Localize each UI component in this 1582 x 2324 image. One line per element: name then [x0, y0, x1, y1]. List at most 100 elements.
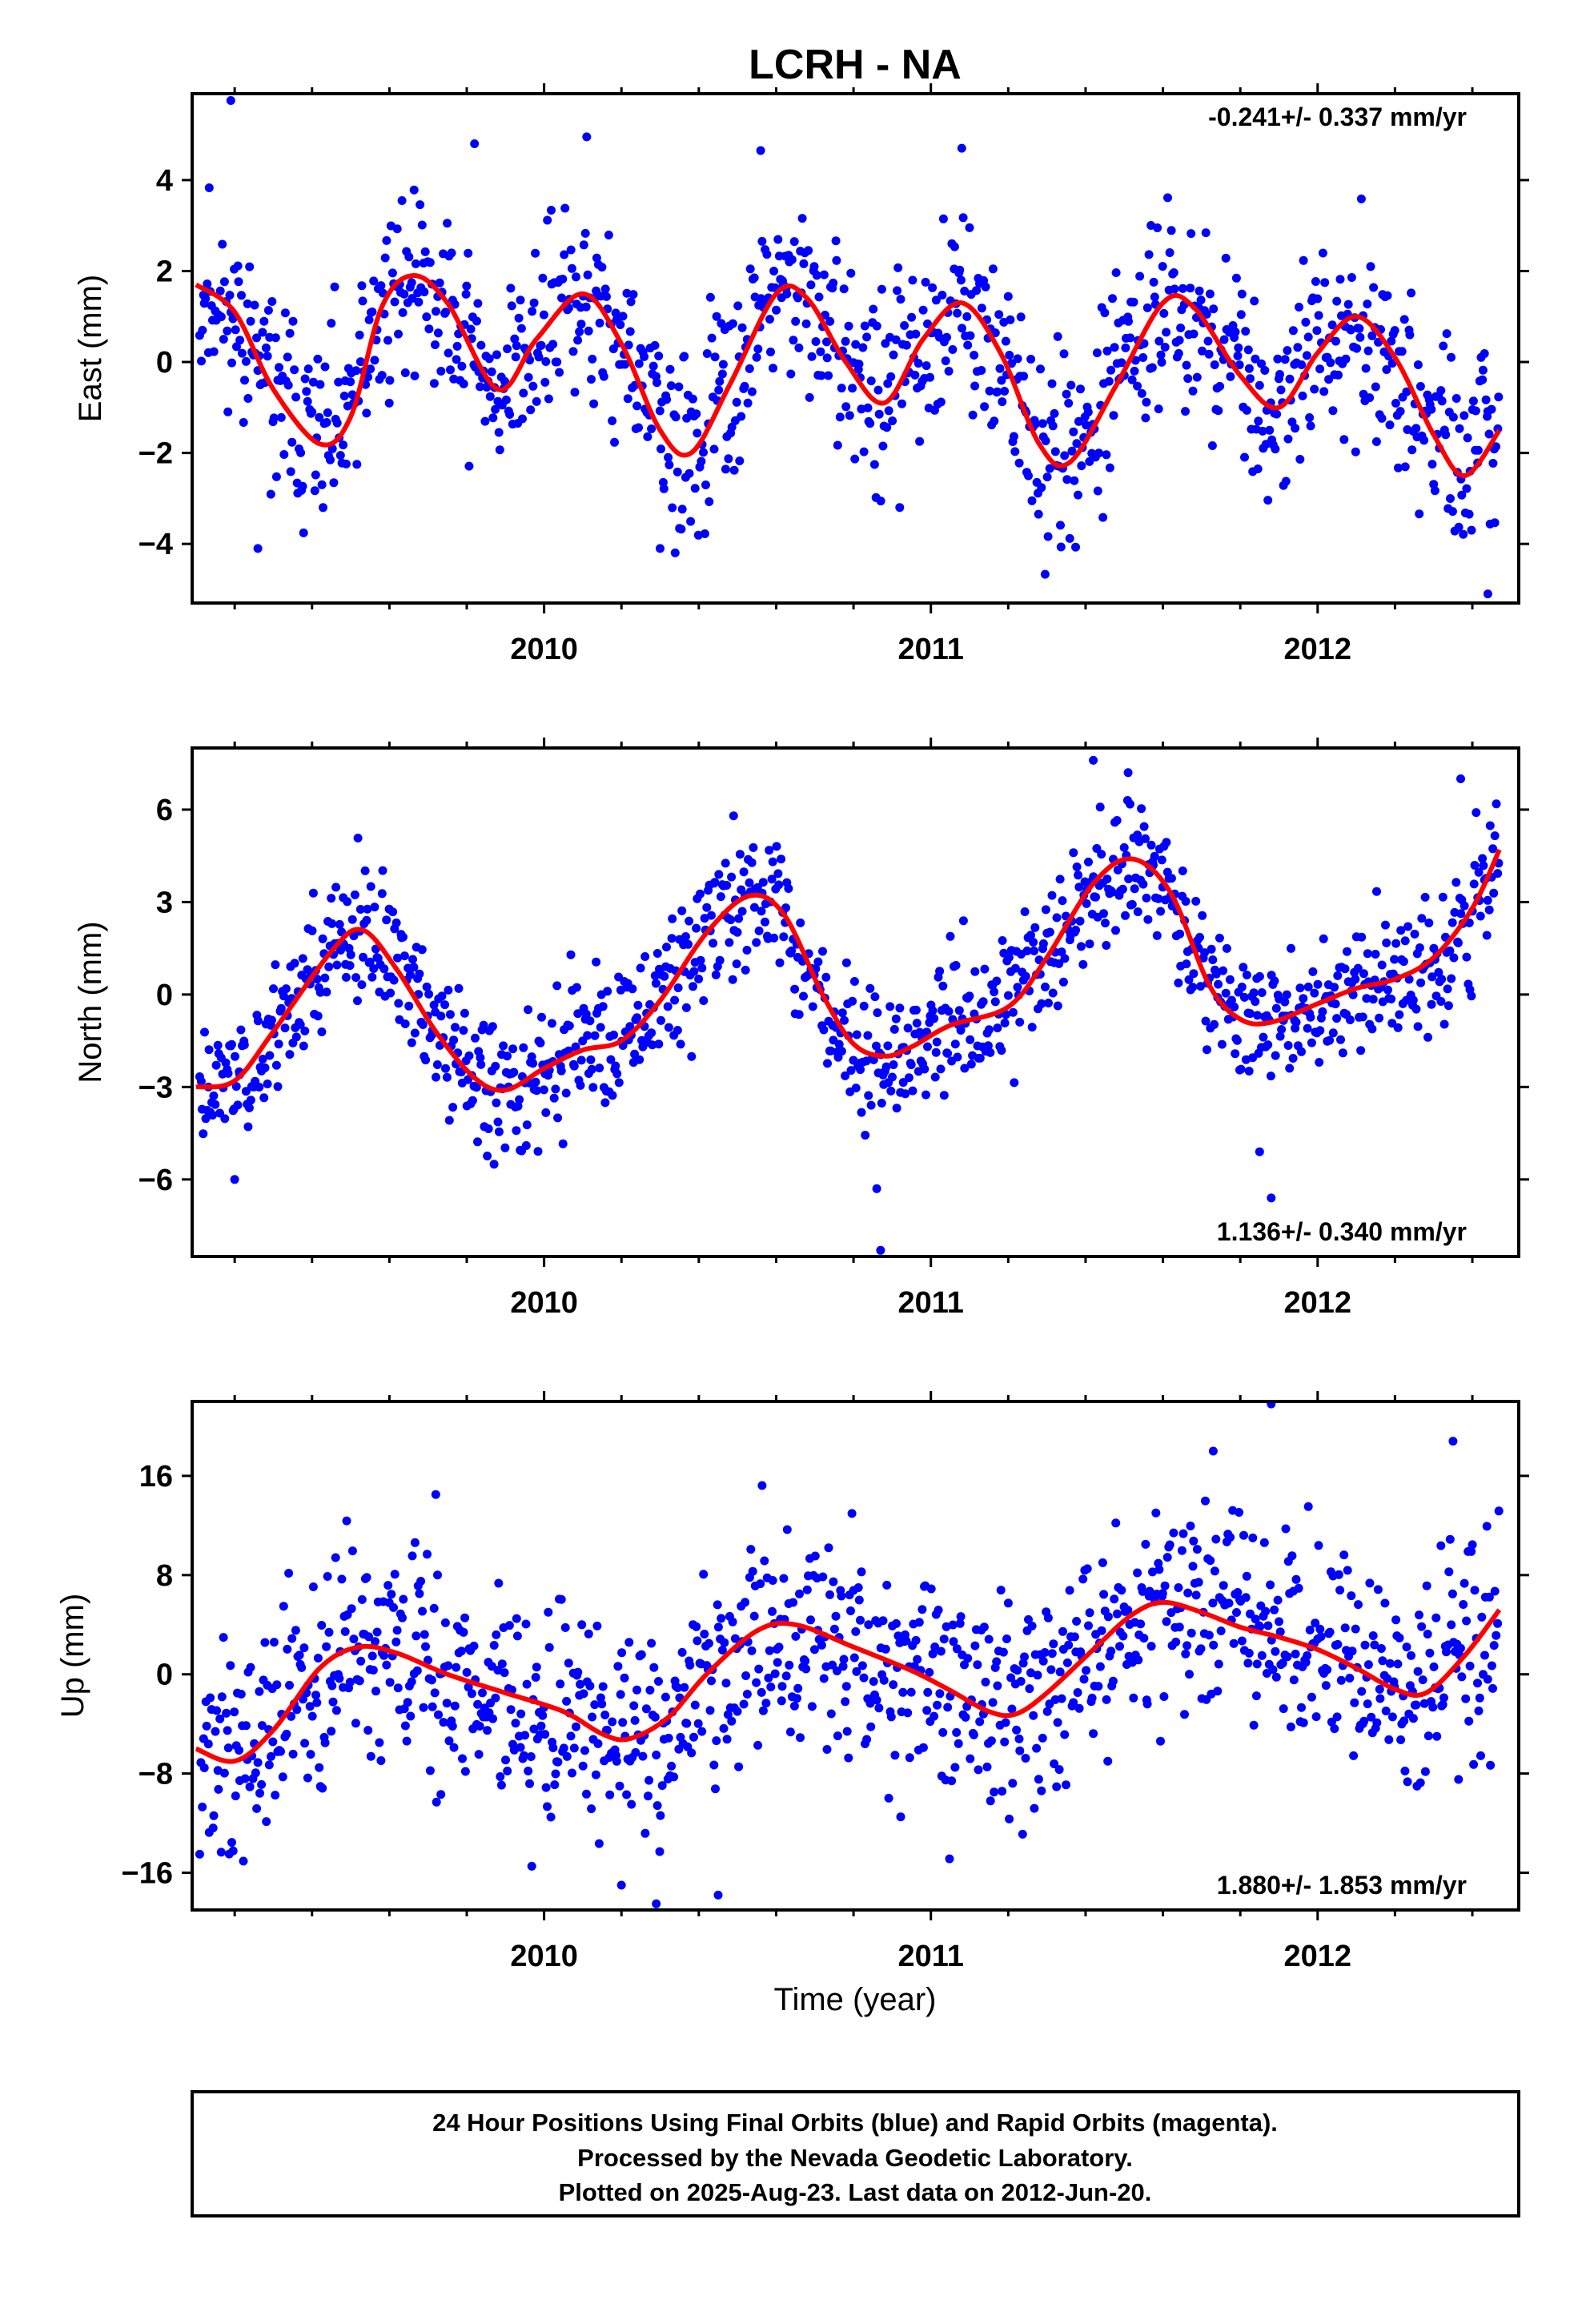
data-point	[1006, 315, 1015, 324]
data-point	[394, 999, 404, 1008]
data-point	[1357, 1687, 1367, 1696]
data-point	[901, 1636, 911, 1646]
data-point	[993, 387, 1002, 396]
data-point	[271, 1060, 281, 1070]
data-point	[560, 203, 570, 213]
data-point	[1027, 1023, 1037, 1032]
data-point	[1452, 878, 1461, 887]
data-point-outlier	[1267, 1193, 1276, 1203]
data-point	[458, 1754, 467, 1763]
data-point	[320, 973, 330, 983]
data-point	[323, 1572, 332, 1581]
data-point	[475, 1722, 484, 1731]
data-point	[841, 1682, 851, 1691]
data-point	[524, 372, 533, 382]
data-point	[882, 1580, 892, 1590]
data-point	[258, 1055, 267, 1063]
data-point	[699, 1570, 709, 1579]
data-point	[358, 296, 367, 306]
data-point	[1037, 1786, 1046, 1795]
data-point	[560, 250, 569, 259]
data-point	[1320, 278, 1330, 287]
data-point	[1084, 1621, 1093, 1630]
data-point	[1159, 308, 1169, 318]
data-point	[1331, 336, 1340, 346]
data-point	[462, 281, 472, 291]
data-point	[965, 223, 974, 232]
data-points	[195, 755, 1504, 1255]
data-point	[857, 1108, 866, 1117]
data-point	[1261, 1606, 1271, 1616]
data-point	[286, 467, 295, 476]
data-point	[1058, 977, 1068, 987]
data-point	[773, 869, 783, 879]
data-point	[1283, 1041, 1293, 1050]
data-point	[494, 1127, 504, 1136]
data-point	[898, 1687, 908, 1697]
data-point	[721, 1679, 731, 1688]
data-point	[332, 960, 342, 970]
data-point	[892, 1618, 901, 1628]
data-point	[1448, 507, 1457, 517]
data-point	[1336, 1675, 1346, 1685]
data-point	[412, 1666, 422, 1675]
data-point	[809, 262, 819, 271]
data-point	[938, 1727, 948, 1737]
data-point	[1209, 1640, 1219, 1650]
data-point	[494, 428, 504, 437]
data-point	[831, 1611, 841, 1621]
data-point	[359, 952, 367, 962]
data-point	[231, 325, 240, 335]
data-point	[944, 367, 954, 376]
data-point	[740, 381, 749, 391]
data-point	[1126, 333, 1135, 343]
data-point	[566, 950, 576, 959]
data-point	[728, 319, 737, 328]
data-point	[1452, 394, 1461, 403]
data-point	[682, 1719, 692, 1728]
data-point	[1101, 919, 1110, 928]
data-point	[1206, 1556, 1215, 1566]
data-point	[533, 1147, 543, 1156]
data-point	[394, 329, 403, 339]
data-point	[1259, 1538, 1269, 1547]
data-point	[1158, 1589, 1167, 1598]
data-point	[969, 1730, 978, 1739]
data-point	[369, 964, 379, 973]
data-point	[492, 1098, 501, 1108]
data-point	[539, 310, 548, 320]
data-point	[737, 412, 746, 421]
data-point	[251, 1768, 260, 1778]
data-point	[747, 387, 757, 396]
data-point	[370, 356, 379, 365]
data-point	[329, 478, 339, 488]
data-point	[714, 385, 724, 395]
data-point	[1010, 963, 1020, 973]
y-axis-title: East (mm)	[73, 275, 108, 422]
data-point	[1328, 1028, 1338, 1038]
data-point	[1411, 1004, 1421, 1014]
data-point	[291, 1626, 300, 1635]
data-point-outlier	[957, 143, 966, 153]
data-point	[1233, 351, 1243, 360]
data-point	[603, 987, 612, 996]
data-point	[253, 1758, 263, 1767]
data-point	[801, 1656, 810, 1666]
data-point	[469, 1641, 479, 1651]
data-point-outlier	[729, 811, 738, 821]
data-point	[1255, 1622, 1265, 1631]
data-point	[1203, 1045, 1211, 1055]
data-point	[440, 1618, 450, 1627]
data-point	[287, 437, 297, 447]
data-point	[199, 1129, 208, 1139]
data-point	[587, 1804, 596, 1814]
data-point	[584, 1629, 593, 1638]
data-point	[343, 897, 352, 907]
data-point	[491, 1061, 500, 1071]
data-point	[352, 460, 362, 469]
data-point	[713, 1622, 723, 1632]
data-point	[219, 277, 229, 287]
data-point	[673, 1026, 682, 1035]
data-point	[1022, 946, 1032, 955]
data-point	[424, 324, 434, 334]
